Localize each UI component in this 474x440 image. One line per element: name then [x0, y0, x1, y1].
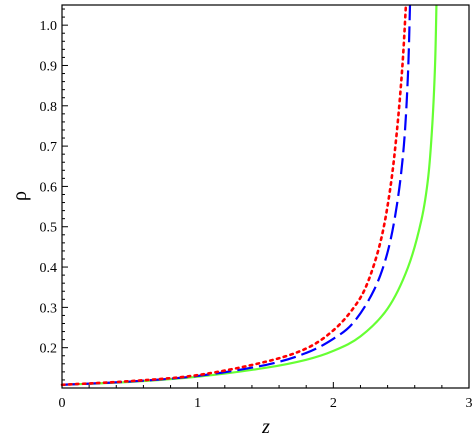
y-tick-label: 0.9: [40, 59, 58, 74]
y-tick-label: 0.2: [40, 342, 58, 357]
y-tick-label: 0.5: [40, 221, 58, 236]
plot-frame: [61, 4, 470, 389]
axis-ticks: [61, 8, 470, 388]
series-line-solid: [61, 4, 438, 386]
y-tick-label: 0.7: [40, 140, 58, 155]
y-tick-label: 1.0: [40, 19, 58, 34]
series-line-dashed: [61, 4, 412, 386]
y-axis-title: ρ: [9, 191, 31, 201]
y-tick-label: 0.8: [40, 100, 58, 115]
x-tick-label: 3: [466, 396, 473, 411]
x-tick-label: 2: [330, 396, 337, 411]
y-tick-label: 0.3: [40, 301, 58, 316]
y-tick-label: 0.4: [40, 261, 58, 276]
series-layer: [60, 3, 438, 387]
series-line-dotted: [60, 3, 408, 387]
y-tick-label: 0.6: [40, 180, 58, 195]
x-axis-title: z: [261, 416, 270, 438]
tick-labels: 0 1 2 3 0.2 0.3 0.4 0.5 0.6 0.7 0.8 0.9 1.0: [40, 19, 473, 411]
x-tick-label: 0: [59, 396, 66, 411]
x-tick-label: 1: [194, 396, 201, 411]
